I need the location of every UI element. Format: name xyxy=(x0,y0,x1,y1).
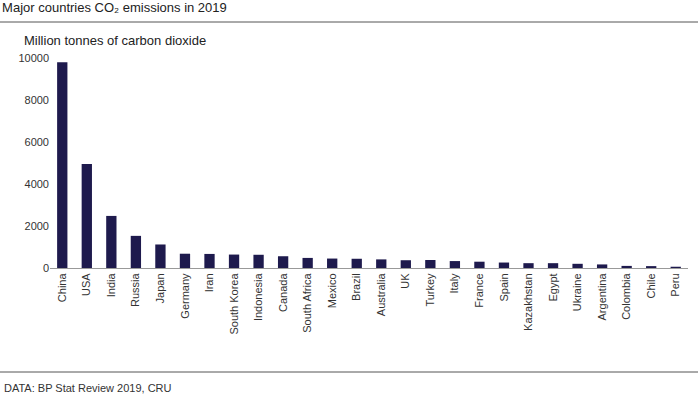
svg-text:Peru: Peru xyxy=(669,273,681,296)
svg-text:2000: 2000 xyxy=(25,220,49,232)
svg-text:0: 0 xyxy=(43,262,49,274)
svg-text:Japan: Japan xyxy=(154,273,166,303)
svg-text:South Africa: South Africa xyxy=(301,273,313,333)
svg-text:China: China xyxy=(56,273,68,303)
svg-text:Spain: Spain xyxy=(498,273,510,301)
svg-text:Million tonnes of carbon dioxi: Million tonnes of carbon dioxide xyxy=(24,33,206,48)
svg-text:France: France xyxy=(473,273,485,307)
svg-text:USA: USA xyxy=(80,273,92,296)
svg-text:Argentina: Argentina xyxy=(596,273,608,321)
svg-text:India: India xyxy=(105,273,117,298)
svg-text:DATA: BP Stat Review 2019, CRU: DATA: BP Stat Review 2019, CRU xyxy=(4,382,172,394)
svg-text:UK: UK xyxy=(399,273,411,289)
svg-text:Russia: Russia xyxy=(129,273,141,308)
svg-text:10000: 10000 xyxy=(18,52,49,64)
svg-text:Italy: Italy xyxy=(448,273,460,294)
svg-text:Egypt: Egypt xyxy=(547,273,559,301)
svg-text:Mexico: Mexico xyxy=(326,273,338,308)
svg-text:Iran: Iran xyxy=(203,273,215,292)
svg-text:4000: 4000 xyxy=(25,178,49,190)
svg-text:Kazakhstan: Kazakhstan xyxy=(522,273,534,330)
svg-text:Chile: Chile xyxy=(645,273,657,298)
svg-text:8000: 8000 xyxy=(25,94,49,106)
svg-text:Canada: Canada xyxy=(277,273,289,312)
svg-text:South Korea: South Korea xyxy=(228,273,240,335)
svg-text:Ukraine: Ukraine xyxy=(571,273,583,311)
svg-text:Australia: Australia xyxy=(375,273,387,317)
svg-text:Germany: Germany xyxy=(179,273,191,319)
svg-text:6000: 6000 xyxy=(25,136,49,148)
svg-text:Brazil: Brazil xyxy=(350,273,362,301)
svg-text:Colombia: Colombia xyxy=(620,273,632,320)
svg-text:Indonesia: Indonesia xyxy=(252,273,264,322)
svg-text:Turkey: Turkey xyxy=(424,273,436,307)
svg-text:Major countries CO₂ emissions: Major countries CO₂ emissions in 2019 xyxy=(2,0,227,15)
